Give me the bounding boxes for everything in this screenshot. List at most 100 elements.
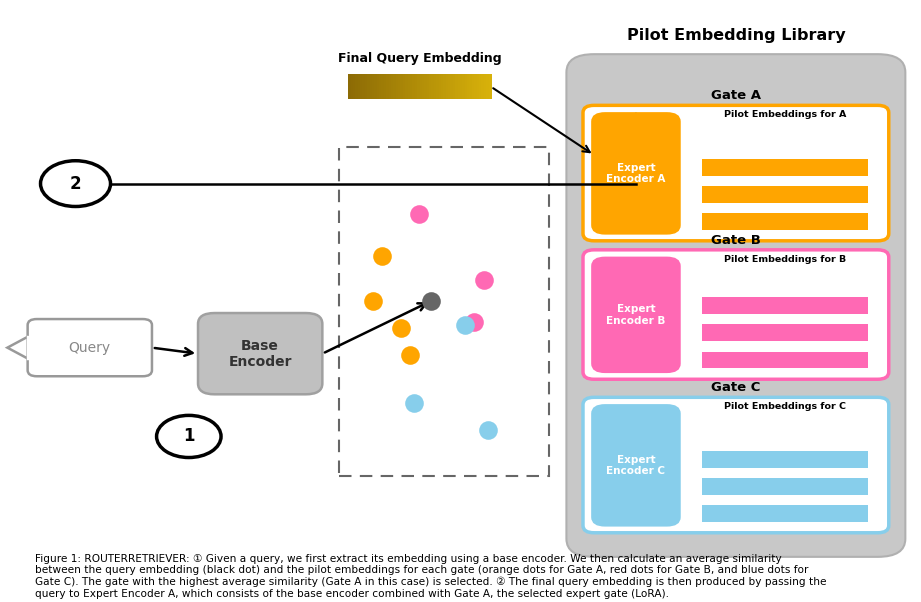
Bar (367, 74, 370, 99)
Bar (437, 74, 439, 99)
Bar (438, 74, 442, 99)
Bar (486, 74, 489, 99)
Text: Base
Encoder: Base Encoder (228, 338, 292, 369)
Bar (396, 74, 399, 99)
Bar (374, 74, 378, 99)
Text: Pilot Embeddings for B: Pilot Embeddings for B (724, 255, 846, 264)
Bar (446, 74, 449, 99)
Text: Pilot Embedding Library: Pilot Embedding Library (626, 28, 845, 43)
Bar (402, 74, 406, 99)
Bar (472, 74, 475, 99)
FancyBboxPatch shape (583, 250, 889, 379)
FancyBboxPatch shape (592, 113, 680, 234)
Text: 1: 1 (183, 427, 194, 445)
Bar (702, 451, 869, 468)
Bar (443, 74, 447, 99)
Bar (384, 74, 387, 99)
Bar (369, 74, 373, 99)
Bar (431, 74, 435, 99)
Bar (348, 74, 352, 99)
Bar (360, 74, 363, 99)
Text: Pilot Embeddings for C: Pilot Embeddings for C (724, 402, 846, 411)
Point (412, 209, 426, 219)
Bar (426, 74, 430, 99)
Bar (474, 74, 478, 99)
Bar (393, 74, 397, 99)
Bar (453, 74, 456, 99)
Text: Final Query Embedding: Final Query Embedding (338, 52, 501, 65)
Bar (450, 74, 454, 99)
Bar (381, 74, 385, 99)
Point (366, 296, 380, 306)
Bar (462, 74, 466, 99)
Text: 2: 2 (70, 175, 81, 193)
Bar (429, 74, 432, 99)
Bar (365, 74, 368, 99)
FancyBboxPatch shape (566, 54, 905, 557)
FancyBboxPatch shape (592, 258, 680, 372)
Bar (702, 352, 869, 368)
Bar (460, 74, 463, 99)
Point (424, 296, 438, 306)
Bar (414, 74, 418, 99)
Bar (353, 74, 356, 99)
Text: Gate A: Gate A (711, 89, 761, 102)
Point (476, 275, 491, 285)
Bar (377, 74, 380, 99)
Point (458, 320, 472, 330)
Bar (702, 186, 869, 203)
Point (375, 251, 390, 261)
Bar (401, 74, 403, 99)
Bar (702, 213, 869, 230)
Bar (357, 74, 361, 99)
Bar (413, 74, 415, 99)
Bar (420, 74, 423, 99)
Bar (702, 159, 869, 176)
Bar (702, 297, 869, 314)
Bar (351, 74, 354, 99)
Point (407, 399, 422, 408)
Bar (470, 74, 472, 99)
Bar (363, 74, 366, 99)
Bar (417, 74, 420, 99)
Bar (488, 74, 492, 99)
Point (467, 317, 482, 327)
Text: Expert
Encoder A: Expert Encoder A (606, 163, 666, 184)
Bar (477, 74, 480, 99)
FancyBboxPatch shape (28, 319, 152, 376)
FancyBboxPatch shape (198, 313, 322, 394)
FancyBboxPatch shape (583, 105, 889, 241)
Bar (405, 74, 409, 99)
Bar (422, 74, 426, 99)
Text: Expert
Encoder B: Expert Encoder B (606, 304, 666, 326)
Bar (448, 74, 451, 99)
Bar (702, 478, 869, 495)
FancyBboxPatch shape (592, 405, 680, 526)
Bar (408, 74, 411, 99)
Bar (702, 324, 869, 341)
Text: Query: Query (69, 341, 111, 355)
Bar (425, 74, 427, 99)
Bar (356, 74, 358, 99)
Bar (441, 74, 444, 99)
Text: Gate B: Gate B (711, 234, 761, 247)
Bar (389, 74, 392, 99)
Bar (410, 74, 414, 99)
Bar (479, 74, 483, 99)
Point (402, 350, 417, 360)
Bar (482, 74, 484, 99)
Bar (398, 74, 402, 99)
Bar (391, 74, 394, 99)
FancyBboxPatch shape (583, 397, 889, 533)
Bar (372, 74, 375, 99)
Text: Gate C: Gate C (711, 381, 761, 394)
Point (393, 323, 408, 333)
Bar (455, 74, 459, 99)
Bar (702, 505, 869, 522)
Circle shape (157, 415, 221, 458)
Text: Pilot Embeddings for A: Pilot Embeddings for A (724, 110, 846, 119)
Bar (379, 74, 382, 99)
Bar (458, 74, 460, 99)
Point (481, 426, 495, 435)
Bar (386, 74, 390, 99)
